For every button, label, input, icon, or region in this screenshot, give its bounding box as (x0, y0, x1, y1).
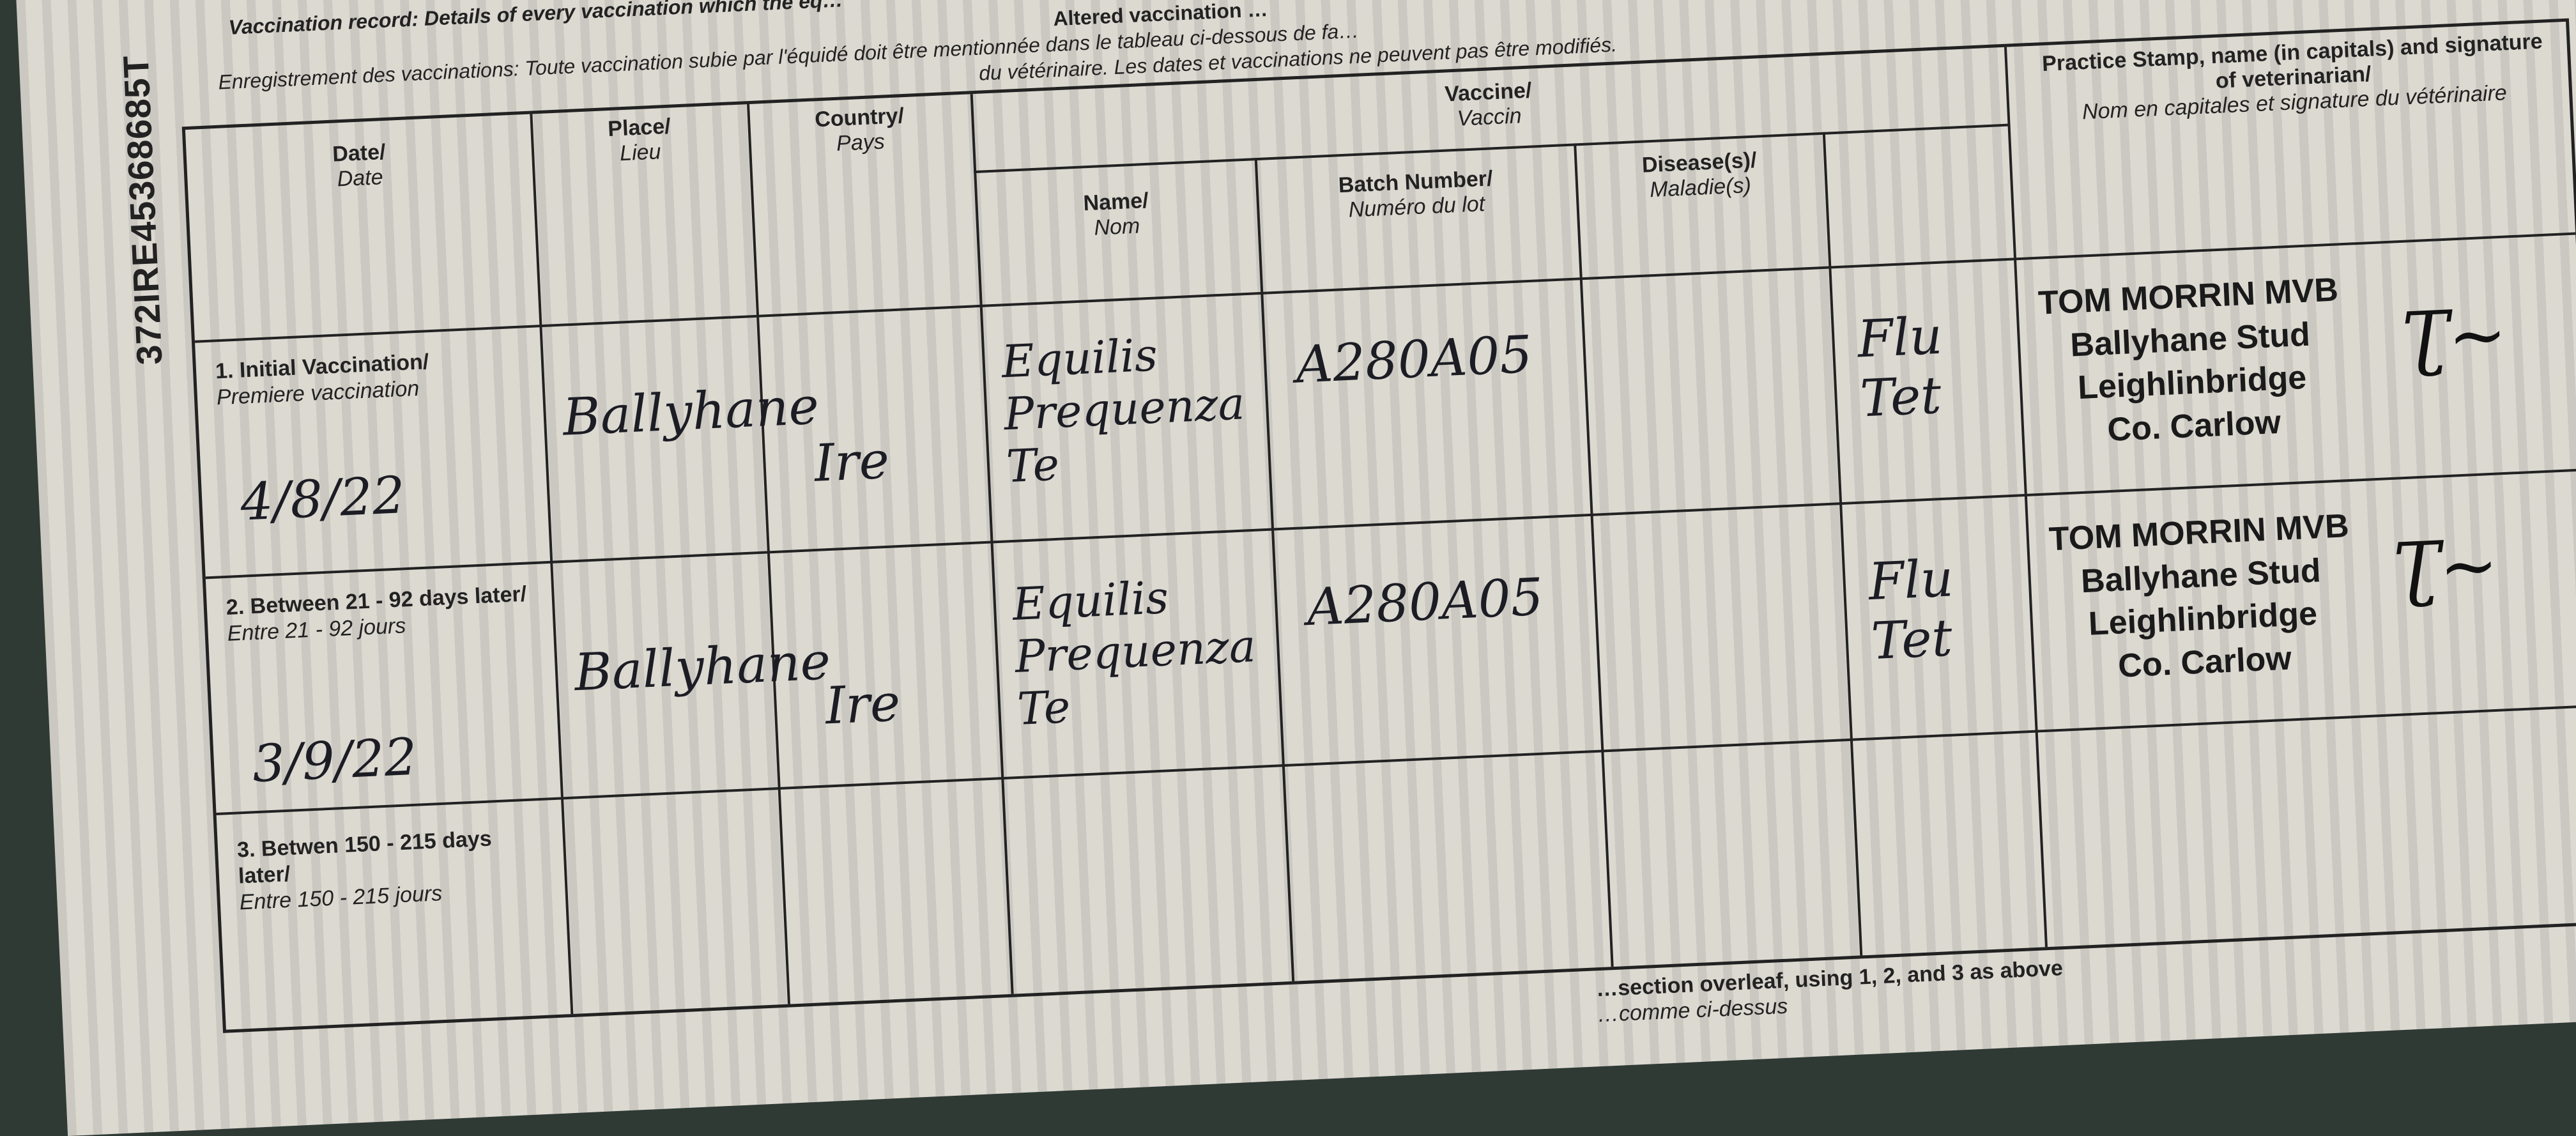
serial-number: 372IRE45368685T (115, 54, 170, 366)
row-1-date: 4/8/22 (239, 465, 406, 532)
vaccination-table: Date/Date Place/Lieu Country/Pays Vaccin… (181, 18, 2576, 1033)
row-2-label: 2. Between 21 - 92 days later/Entre 21 -… (226, 581, 527, 646)
row-1-vaccine-name: Equilis Prequenza Te (1000, 328, 1246, 493)
vaccination-record-page: 372IRE45368685T Vaccination record: Deta… (13, 0, 2576, 1136)
column-disease: Disease(s)/Maladie(s) (1641, 148, 1758, 203)
row-1-label: 1. Initial Vaccination/Premiere vaccinat… (215, 349, 430, 410)
column-name: Name/Nom (1082, 188, 1149, 240)
row-2-place: Ballyhane (572, 631, 832, 703)
row-1-place: Ballyhane (561, 376, 820, 447)
row-1-signature: Ʈ~ (2399, 293, 2509, 380)
column-country: Country/Pays (814, 104, 905, 156)
row-1-disease: Flu Tet (1856, 305, 1944, 429)
row-1-practice-stamp: TOM MORRIN MVB Ballyhane Stud Leighlinbrid… (2037, 271, 2340, 449)
row-2-practice-stamp: TOM MORRIN MVB Ballyhane Stud Leighlinbrid… (2048, 507, 2350, 685)
row-2-batch: A280A05 (1305, 567, 1545, 638)
row-1-country: Ire (813, 430, 891, 493)
column-date: Date/Date (332, 139, 387, 192)
row-2-date: 3/9/22 (250, 726, 418, 794)
column-batch: Batch Number/Numéro du lot (1337, 166, 1494, 222)
row-2-vaccine-name: Equilis Prequenza Te (1011, 571, 1257, 735)
row-3-label: 3. Betwen 150 - 215 days later/Entre 150… (236, 826, 493, 915)
column-stamp: Practice Stamp, name (in capitals) and s… (2041, 29, 2543, 125)
column-place: Place/Lieu (607, 114, 671, 166)
row-2-signature: Ʈ~ (2390, 523, 2500, 611)
row-2-disease: Flu Tet (1867, 548, 1955, 672)
row-1-batch: A280A05 (1294, 324, 1534, 395)
row-2-country: Ire (824, 673, 902, 736)
header-en: Vaccination record: Details of every vac… (227, 0, 844, 39)
